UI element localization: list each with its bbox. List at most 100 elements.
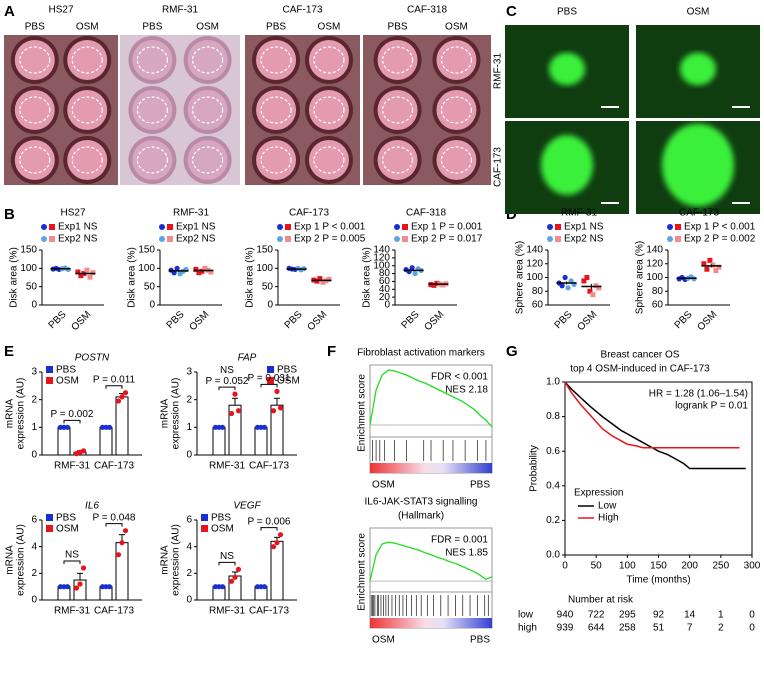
legend-marker	[49, 224, 55, 230]
disk-outline	[313, 46, 345, 74]
x-tick-label: RMF-31	[54, 606, 91, 617]
well-medium	[67, 90, 108, 130]
y-tick-label: 80	[652, 286, 664, 297]
disk-outline	[440, 96, 473, 124]
y-axis-label: Probability	[529, 445, 540, 492]
disk-outline	[136, 46, 168, 74]
risk-count: 92	[653, 610, 665, 621]
data-point	[115, 552, 122, 558]
spheroid	[662, 123, 734, 207]
chart-title: IL6-JAK-STAT3 signalling	[364, 497, 477, 508]
y-tick-label: 40	[379, 284, 391, 295]
data-point	[713, 268, 719, 274]
risk-count: 722	[588, 610, 605, 621]
well-medium	[67, 40, 108, 80]
disk-outline	[260, 96, 292, 124]
well-medium	[377, 90, 418, 130]
chart-title: IL6	[85, 501, 99, 512]
y-tick-label: 0	[267, 300, 273, 311]
x-tick-label: PBS	[283, 309, 305, 331]
disk-outline	[136, 96, 168, 124]
enrichment-curve	[369, 369, 493, 428]
rank-gradient	[370, 618, 492, 628]
y-tick-label: 60	[652, 300, 664, 311]
data-point	[707, 257, 713, 263]
condition-label: PBS	[25, 22, 45, 33]
x-end-label: PBS	[470, 635, 490, 646]
enrichment-curve	[369, 541, 493, 582]
legend-label: PBS	[277, 365, 297, 376]
legend-marker	[394, 236, 400, 242]
condition-label: OSM	[445, 22, 468, 33]
bar	[115, 542, 129, 601]
y-tick-label: 0.2	[546, 515, 560, 526]
disk-outline	[381, 46, 414, 74]
x-tick-label: 100	[619, 561, 636, 572]
y-tick-label: 0	[31, 595, 37, 606]
y-tick-label: 60	[532, 300, 544, 311]
y-tick-label: 0.6	[546, 446, 560, 457]
legend-label: PBS	[211, 513, 231, 524]
x-tick-label: PBS	[47, 309, 69, 331]
x-end-label: OSM	[372, 480, 395, 491]
x-tick-label: OSM	[423, 309, 447, 333]
legend-label: Exp 2 P = 0.005	[294, 234, 366, 245]
data-point	[440, 282, 446, 288]
legend-marker	[277, 236, 283, 242]
legend-marker	[159, 224, 165, 230]
data-point	[587, 288, 593, 294]
legend-marker	[167, 224, 173, 230]
bar	[115, 396, 129, 456]
disk-outline	[440, 46, 473, 74]
y-tick-label: 120	[373, 252, 390, 263]
data-point	[80, 565, 87, 571]
data-point	[274, 540, 280, 546]
disk-outline	[260, 46, 292, 74]
y-tick-label: 60	[379, 276, 391, 287]
data-point	[64, 584, 71, 590]
data-point	[80, 448, 87, 454]
data-point	[235, 408, 242, 414]
well-medium	[377, 40, 418, 80]
y-tick-label: 0	[31, 300, 37, 311]
panel-label: F	[327, 343, 336, 360]
risk-count: 0	[749, 623, 755, 634]
well-medium	[308, 140, 349, 180]
data-point	[64, 424, 71, 430]
data-point	[196, 270, 202, 276]
well-medium	[308, 40, 349, 80]
y-tick-label: 100	[646, 272, 663, 283]
data-point	[326, 276, 332, 282]
data-point	[559, 283, 565, 289]
data-point	[704, 266, 710, 272]
well-medium	[436, 40, 477, 80]
y-tick-label: 0	[186, 450, 192, 461]
disk-outline	[136, 146, 168, 174]
disk-outline	[381, 146, 414, 174]
legend-swatch	[46, 366, 53, 373]
legend-marker	[159, 236, 165, 242]
chart-title: HS27	[60, 208, 85, 219]
y-tick-label: 1	[186, 422, 192, 433]
data-point	[716, 264, 722, 270]
legend-marker	[402, 236, 408, 242]
stat-label: NES 2.18	[445, 385, 488, 396]
column-label: PBS	[557, 7, 577, 18]
disk-outline	[19, 46, 51, 74]
y-tick-label: 150	[256, 245, 273, 256]
chart-title: CAF-173	[289, 208, 329, 219]
x-tick-label: CAF-173	[249, 606, 289, 617]
significance-bracket	[105, 385, 123, 389]
y-tick-label: 100	[138, 263, 155, 274]
chart-title: RMF-31	[173, 208, 210, 219]
significance-bracket	[260, 383, 278, 388]
legend-marker	[675, 224, 681, 230]
legend-marker	[547, 224, 553, 230]
significance-label: NS	[65, 550, 79, 561]
y-tick-label: 3	[186, 367, 192, 378]
legend-label: Exp1 NS	[58, 222, 98, 233]
x-tick-label: PBS	[673, 309, 695, 331]
x-end-label: PBS	[470, 480, 490, 491]
bar	[270, 540, 284, 601]
